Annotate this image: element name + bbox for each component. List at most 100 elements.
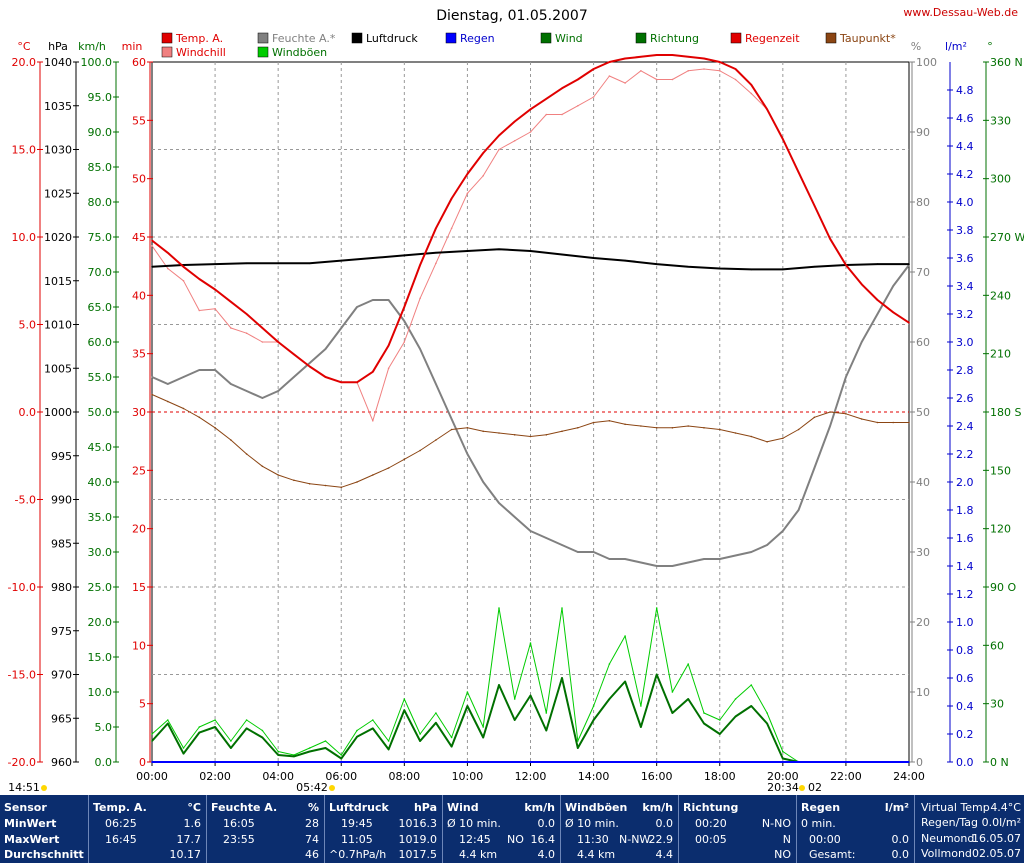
stats-extra: Virtual Temp 4.4°C Regen/Tag 0.0l/m² Neumo… [914,795,1024,863]
data-point [813,416,816,419]
data-point [750,705,753,707]
legend-label: Windböen [272,46,327,59]
unit-wind: km/h [78,40,106,53]
data-point [608,698,611,700]
axis-label-min: 60 [132,56,146,69]
data-point [687,561,689,564]
legend-label: Regen [460,32,495,45]
data-point [151,740,153,742]
stats-cell: Ø 10 min. [565,817,619,830]
data-point [545,98,548,100]
axis-label-dir: 360 N [990,56,1023,69]
data-point [624,423,626,426]
data-point [734,68,737,70]
axis-label-temp: -20.0 [8,756,36,769]
data-point [655,607,658,609]
stats-hum-title: Feuchte A. [211,801,278,814]
axis-label-dir: 150 [990,464,1011,477]
data-point [829,411,831,413]
data-point [703,712,705,714]
mark-sunrise: 05:42 [296,781,328,794]
data-point [450,736,453,739]
axis-label-dir: 0 N [990,756,1009,769]
data-point [592,421,595,424]
data-point [845,376,847,378]
legend-label: Regenzeit [745,32,800,45]
data-point [498,148,500,151]
data-point [167,719,169,721]
data-point [608,420,611,422]
data-point [782,268,784,271]
data-point [513,120,516,123]
axis-label-dir: 90 O [990,581,1016,594]
axis-label-rain: 3.0 [956,336,974,349]
legend-label: Windchill [176,46,226,59]
data-point [719,719,721,721]
data-point [529,108,532,111]
data-point [592,719,595,721]
stats-cell: 02.05.07 [972,847,1021,860]
axis-label-rain: 2.6 [956,392,974,405]
axis-label-rain: 3.2 [956,308,974,321]
time-marks: 14:51 05:42 20:34 02 [8,781,822,794]
sunrise-icon [329,785,335,791]
axis-label-rain: 2.0 [956,476,974,489]
data-point [640,70,642,72]
data-point [750,684,753,686]
axis-label-wind: 55.0 [88,371,113,384]
axis-label-press: 975 [51,625,72,638]
stats-cell: 17.7 [176,833,202,846]
data-point [245,313,248,315]
data-point [245,390,248,392]
axis-label-dir: 330 [990,114,1011,127]
data-point [214,726,216,728]
axis-label-wind: 80.0 [88,196,113,209]
data-point [797,171,800,174]
axis-label-min: 25 [132,464,146,477]
data-point [671,78,674,81]
legend-swatch [257,32,269,44]
data-point [782,750,784,753]
axis-label-rain: 1.4 [956,560,974,573]
axis-label-wind: 90.0 [88,126,113,139]
axis-label-press: 960 [51,756,72,769]
data-point [655,673,658,676]
stats-rain-title: Regen [801,801,841,814]
data-point [261,465,264,468]
stats-cell: 1016.3 [398,817,438,830]
data-point [529,530,532,532]
data-point [561,544,563,546]
site-link[interactable]: www.Dessau-Web.de [903,6,1018,19]
data-point [261,736,264,739]
axis-label-press: 1035 [44,100,72,113]
data-point [450,745,453,748]
data-point [151,733,153,735]
data-point [387,740,390,742]
mark-sunset: 20:34 [767,781,799,794]
data-point [750,435,753,438]
legend-label: Richtung [650,32,699,45]
data-point [829,425,831,427]
data-point [167,252,169,254]
data-point [482,736,485,739]
data-point [466,250,469,252]
data-point [182,747,185,749]
axis-label-wind: 30.0 [88,546,113,559]
axis-label-press: 1015 [44,275,72,288]
data-point [734,715,737,718]
data-point [655,565,658,567]
data-point [797,509,800,511]
weather-chart: Dienstag, 01.05.2007 www.Dessau-Web.de T… [8,6,1024,794]
axis-label-rain: 2.2 [956,448,974,461]
data-point [466,427,469,429]
data-point [293,353,295,356]
stats-cell: 16.05.07 [972,832,1021,845]
data-point [655,78,658,81]
axis-label-dir: 60 [990,639,1004,652]
legend-swatch [445,32,457,44]
data-point [372,371,374,373]
data-point [356,381,358,384]
data-point [703,427,705,429]
axis-label-temp: 15.0 [12,144,37,157]
axis-label-wind: 95.0 [88,91,113,104]
